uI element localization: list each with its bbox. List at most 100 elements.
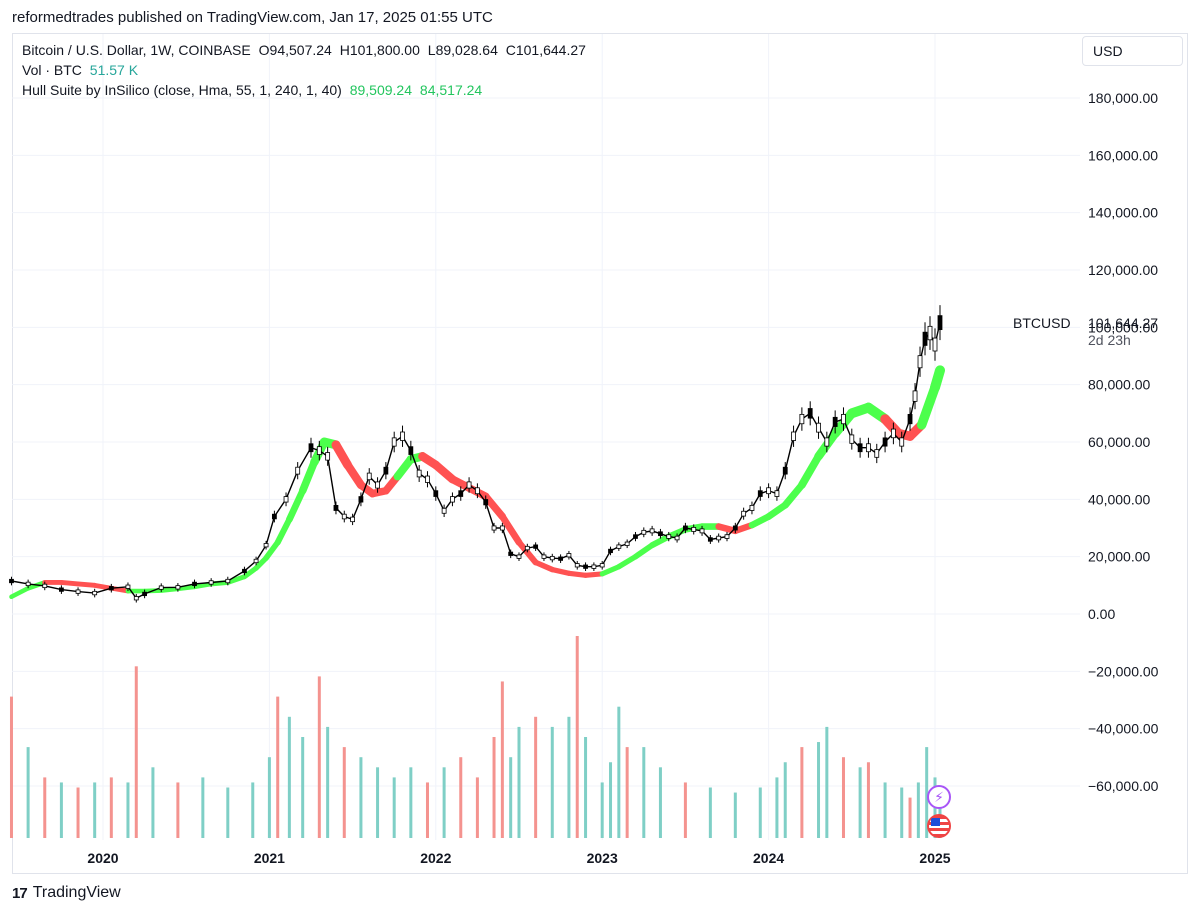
price-candle-body — [295, 466, 301, 475]
price-candle-body — [707, 537, 713, 542]
y-tick-label: 140,000.00 — [1088, 205, 1158, 221]
hull-segment — [192, 581, 214, 590]
volume-bar — [733, 792, 737, 838]
hull-segment — [632, 542, 655, 560]
hull-segment — [298, 458, 319, 495]
volume-bar — [109, 777, 113, 838]
legend-hull-label: Hull Suite by InSilico (close, Hma, 55, … — [22, 82, 342, 98]
legend-close: C101,644.27 — [505, 42, 586, 58]
y-tick-label: 20,000.00 — [1088, 549, 1150, 565]
legend-low: L89,028.64 — [427, 42, 498, 58]
legend-volume-line[interactable]: Vol · BTC 51.57 K — [22, 62, 142, 78]
price-candle-body — [516, 554, 522, 559]
volume-bar — [392, 777, 396, 838]
volume-bar — [883, 782, 887, 838]
volume-bar — [276, 696, 280, 838]
volume-bar — [151, 767, 155, 838]
y-tick-label: −60,000.00 — [1088, 778, 1159, 794]
volume-bar — [359, 757, 363, 838]
volume-bar — [866, 762, 870, 838]
price-candle-body — [375, 481, 380, 489]
hull-segment — [285, 487, 307, 523]
x-tick-label: 2024 — [753, 850, 784, 866]
price-tag-countdown: 2d 23h — [1088, 332, 1131, 348]
hull-segment — [263, 539, 281, 561]
hull-segment — [75, 581, 98, 588]
legend-high: H101,800.00 — [339, 42, 420, 58]
legend-open: O94,507.24 — [258, 42, 332, 58]
price-candle-body — [566, 553, 572, 558]
legend-symbol-line[interactable]: Bitcoin / U.S. Dollar, 1W, COINBASE O94,… — [22, 42, 590, 58]
price-candle-body — [791, 431, 796, 441]
price-candle-body — [558, 556, 563, 561]
price-candle-body — [633, 534, 638, 539]
price-candle-body — [25, 581, 31, 587]
volume-bar — [617, 706, 621, 838]
hull-segment — [930, 365, 945, 393]
price-candle-body — [192, 581, 197, 587]
price-candle-body — [824, 437, 830, 447]
price-candle-body — [524, 545, 530, 551]
price-candle-body — [263, 543, 269, 548]
volume-bar — [575, 636, 579, 838]
hull-segment — [225, 574, 247, 585]
price-candle-body — [591, 564, 597, 569]
volume-bar — [251, 782, 255, 838]
price-candle-body — [716, 535, 722, 541]
lightning-event-icon[interactable]: ⚡ — [927, 785, 951, 809]
price-candle-body — [912, 390, 918, 402]
legend-hull-line[interactable]: Hull Suite by InSilico (close, Hma, 55, … — [22, 82, 486, 98]
price-candle-body — [699, 528, 705, 534]
volume-bars — [9, 636, 942, 838]
price-candle-body — [732, 525, 738, 531]
chart-frame[interactable] — [12, 33, 1188, 874]
price-candle-body — [866, 443, 871, 453]
y-tick-label: 160,000.00 — [1088, 147, 1158, 163]
hull-segment — [566, 570, 589, 578]
volume-bar — [287, 716, 291, 838]
currency-selector[interactable]: USD — [1082, 36, 1183, 66]
hull-segment — [515, 539, 539, 566]
price-candle-body — [782, 466, 788, 475]
price-candle-body — [917, 355, 923, 369]
price-candle-body — [9, 578, 14, 584]
price-candle-body — [283, 496, 289, 503]
price-candle-body — [616, 544, 622, 549]
price-tag-value: 101,644.27 — [1088, 315, 1159, 331]
volume-bar — [567, 716, 571, 838]
price-candle-body — [483, 499, 489, 506]
volume-bar — [9, 696, 13, 838]
footer-brand[interactable]: 17 TradingView — [12, 884, 121, 902]
volume-bar — [342, 747, 346, 838]
price-candle-body — [358, 496, 364, 503]
price-candle-body — [899, 437, 905, 447]
price-candle-body — [927, 325, 933, 341]
price-candle-body — [383, 466, 389, 475]
legend-volume-label: Vol · BTC — [22, 62, 82, 78]
x-tick-label: 2022 — [420, 850, 451, 866]
publisher-line: reformedtrades published on TradingView.… — [12, 9, 493, 26]
volume-bar — [825, 726, 829, 838]
price-candle-body — [683, 525, 688, 531]
volume-bar — [76, 787, 80, 838]
price-candle-body — [541, 554, 547, 559]
volume-bar — [800, 747, 804, 838]
price-candle-body — [316, 446, 322, 455]
hull-segment — [798, 452, 823, 489]
hull-segment — [781, 481, 806, 509]
price-candle-body — [799, 413, 805, 425]
volume-bar — [326, 726, 330, 838]
price-candle-body — [674, 535, 680, 541]
hull-segment — [158, 586, 181, 593]
price-candle-body — [208, 580, 214, 585]
y-tick-label: 120,000.00 — [1088, 262, 1158, 278]
price-candle-body — [158, 585, 164, 590]
price-candle-body — [932, 337, 938, 352]
volume-bar — [226, 787, 230, 838]
us-flag-event-icon[interactable] — [927, 814, 951, 838]
price-candle-body — [92, 590, 98, 596]
volume-bar — [500, 681, 504, 838]
volume-bar — [858, 767, 862, 838]
volume-bar — [509, 757, 513, 838]
